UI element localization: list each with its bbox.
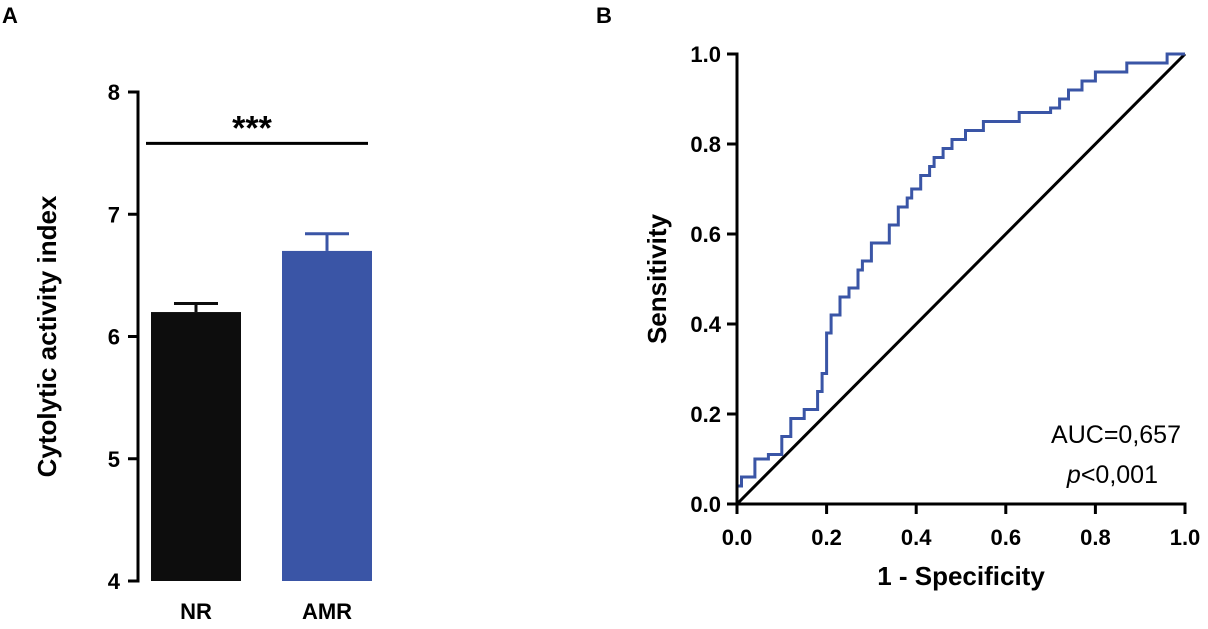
y-tick-label: 8 bbox=[108, 80, 120, 105]
auc-annotation: AUC=0,657 bbox=[1051, 421, 1181, 449]
panel-b-y-axis-label: Sensitivity bbox=[642, 213, 672, 344]
panel-b-label: B bbox=[596, 3, 612, 28]
x-tick-label: 0.4 bbox=[901, 525, 932, 550]
y-tick-label: 0.2 bbox=[690, 402, 721, 427]
panel-b-roc-curve: B Sensitivity 1 - Specificity 0.00.00.20… bbox=[596, 3, 1200, 591]
significance-stars: *** bbox=[232, 109, 272, 147]
panel-a-bars bbox=[151, 232, 372, 582]
p-value-text: <0,001 bbox=[1081, 461, 1158, 489]
x-tick-label: 0.8 bbox=[1080, 525, 1111, 550]
panel-a-y-axis-label: Cytolytic activity index bbox=[32, 195, 62, 477]
y-tick-label: 0.6 bbox=[690, 222, 721, 247]
panel-b-series bbox=[735, 52, 1187, 506]
x-tick-label: 1.0 bbox=[1170, 525, 1201, 550]
y-tick-label: 4 bbox=[108, 569, 121, 594]
p-symbol: p bbox=[1066, 461, 1081, 489]
bar-nr bbox=[151, 312, 241, 581]
panel-a-y-ticks: 4 5 6 7 8 bbox=[108, 80, 138, 594]
roc-curve-line bbox=[735, 52, 1185, 504]
y-tick-label: 5 bbox=[108, 447, 120, 472]
panel-a-x-tick-labels: NR AMR bbox=[180, 599, 352, 624]
p-value-annotation: p<0,001 bbox=[1066, 461, 1158, 489]
panel-b-x-axis-label: 1 - Specificity bbox=[877, 561, 1045, 591]
y-tick-label: 7 bbox=[108, 202, 120, 227]
bar-amr bbox=[282, 250, 372, 582]
y-tick-label: 0.0 bbox=[690, 492, 721, 517]
x-tick-label-nr: NR bbox=[180, 599, 212, 624]
y-tick-label: 1.0 bbox=[690, 42, 721, 67]
x-tick-label: 0.0 bbox=[722, 525, 753, 550]
x-tick-label: 0.2 bbox=[811, 525, 842, 550]
y-tick-label: 0.8 bbox=[690, 132, 721, 157]
x-tick-label-amr: AMR bbox=[302, 599, 352, 624]
panel-a-label: A bbox=[2, 3, 18, 28]
panel-b-ticks: 0.00.0 0.2 0.2 0.4 0.4 0.6 0.6 0.8 0.8 1.0 1.0 bbox=[690, 42, 1200, 550]
reference-diagonal-line bbox=[735, 52, 1187, 506]
y-tick-label: 0.4 bbox=[690, 312, 721, 337]
x-tick-label: 0.6 bbox=[991, 525, 1022, 550]
y-tick-label: 6 bbox=[108, 325, 120, 350]
panel-a-bar-chart: A Cytolytic activity index 4 5 6 7 8 NR AMR *… bbox=[2, 3, 372, 624]
